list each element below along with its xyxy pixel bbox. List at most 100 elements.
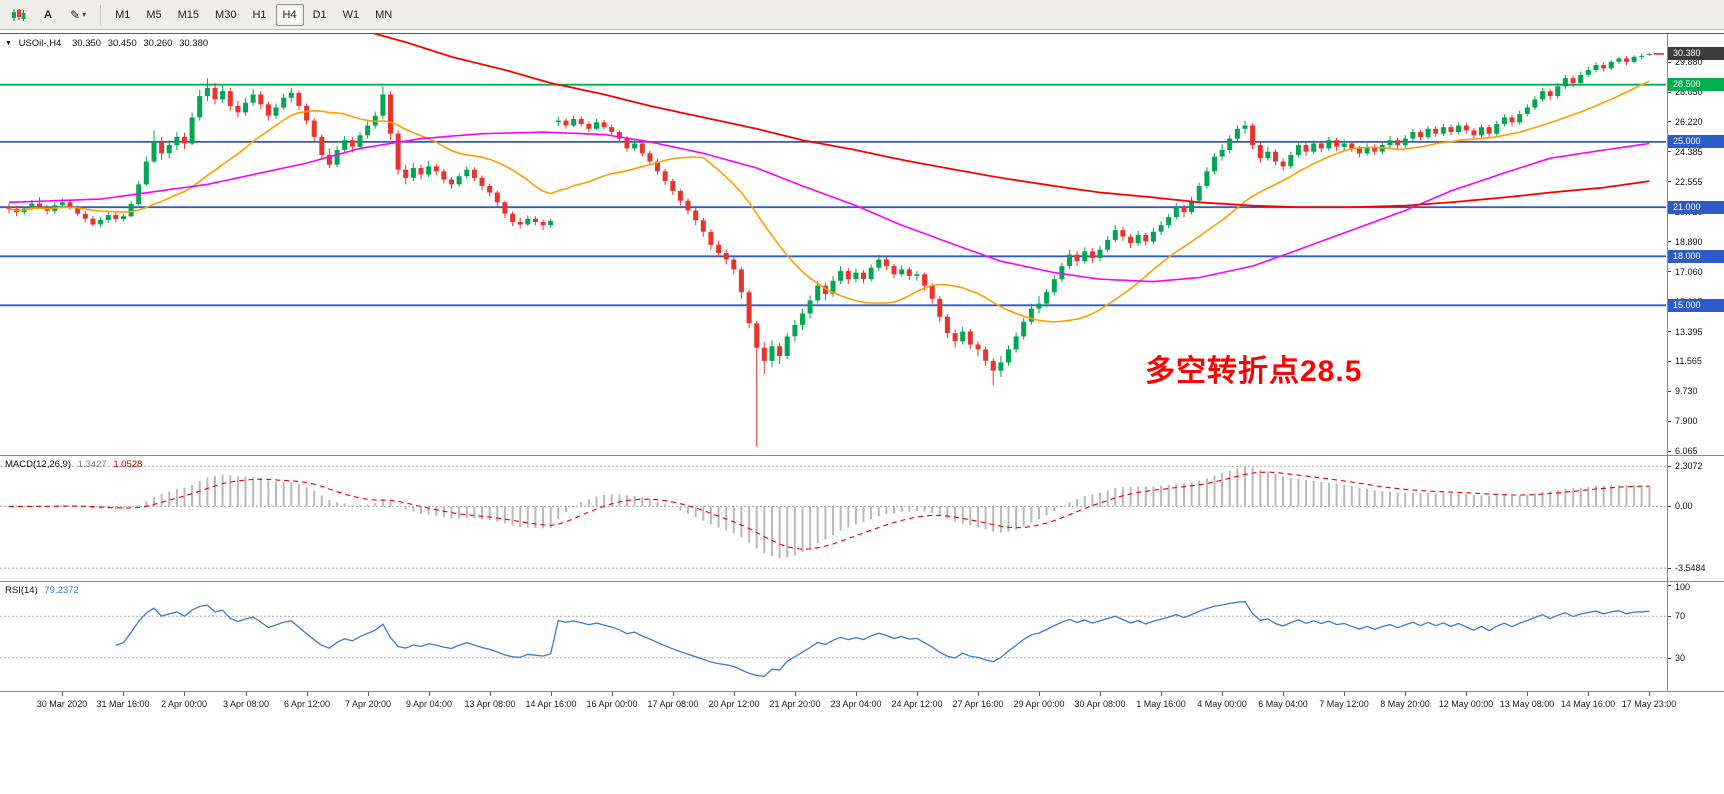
rsi-tick [1668,585,1671,586]
price-axis[interactable]: 29.88028.05026.22024.38522.55520.72018.8… [1667,34,1724,457]
chart-dropdown-icon[interactable]: ▼ [5,40,12,47]
rsi-axis: 100 70 30 [1667,582,1724,691]
timeframe-mn-button[interactable]: MN [375,8,393,21]
price-tick [1668,241,1671,243]
price-tick [1668,91,1671,93]
time-label: 27 Apr 16:00 [952,699,1004,709]
macd-axis-label: -3.5484 [1675,563,1706,574]
level-price-label: 21.000 [1668,200,1724,214]
timeframe-m5-button[interactable]: M5 [146,8,162,21]
time-axis[interactable]: 30 Mar 2020 31 Mar 16:00 2 Apr 00:00 3 Apr … [0,692,1724,716]
rsi-label: RSI(14) [5,585,38,596]
price-tick [1668,420,1671,422]
time-label: 16 Apr 00:00 [586,699,638,709]
caret-down-icon: ▾ [82,10,87,19]
time-tick [1161,692,1162,696]
macd-tick [1668,506,1671,508]
price-tick-label: 9.730 [1675,386,1698,397]
time-label: 21 Apr 20:00 [769,699,821,709]
macd-axis: 2.3072 0.00 -3.5484 [1667,456,1724,581]
timeframe-h1-button[interactable]: H1 [252,8,267,21]
timeframe-m1-button[interactable]: M1 [115,8,131,21]
text-label-button[interactable]: A [35,4,61,26]
price-tick-label: 6.065 [1675,446,1698,457]
price-chart-canvas[interactable] [0,34,1666,456]
time-tick [1100,692,1101,696]
time-tick [429,692,430,696]
timeframe-d1-button[interactable]: D1 [312,8,327,21]
macd-value: 1.3427 [77,459,107,470]
time-tick [1588,692,1589,696]
time-tick [1283,692,1284,696]
macd-canvas[interactable] [0,456,1666,582]
macd-title: MACD(12,26,9) 1.3427 1.0528 [5,459,146,470]
time-tick [856,692,857,696]
price-tick [1668,61,1671,63]
time-label: 7 Apr 20:00 [344,699,392,709]
price-tick [1668,331,1671,333]
time-tick [1405,692,1406,696]
time-tick [1527,692,1528,696]
time-label: 6 May 04:00 [1258,699,1308,709]
time-label: 29 Apr 00:00 [1013,699,1065,709]
price-tick-label: 13.395 [1675,326,1703,337]
rsi-axis-label: 70 [1675,611,1686,622]
chart-window: ▼ USOil-,H4 30.350 30.450 30.260 30.380 … [0,33,1724,716]
draw-tools-button[interactable]: ✎ ▾ [63,4,93,26]
price-tick [1668,450,1671,452]
chart-annotation[interactable]: 多空转折点28.5 [1145,355,1363,388]
level-price-label: 28.500 [1668,78,1724,92]
time-tick [62,692,63,696]
time-label: 30 Apr 08:00 [1074,699,1126,709]
chart-title: ▼ USOil-,H4 30.350 30.450 30.260 30.380 [5,38,212,49]
price-tick-label: 22.555 [1675,176,1703,187]
time-label: 8 May 20:00 [1380,699,1430,709]
price-tick-label: 11.565 [1675,356,1702,367]
chart-type-button[interactable] [4,4,33,26]
time-tick [1466,692,1467,696]
ohlc-low: 30.260 [143,38,173,49]
time-tick [978,692,979,696]
rsi-axis-label: 30 [1675,652,1686,663]
time-tick [368,692,369,696]
price-tick-label: 26.220 [1675,116,1703,127]
timeframe-h4-button[interactable]: H4 [275,3,304,26]
price-chart-pane: ▼ USOil-,H4 30.350 30.450 30.260 30.380 … [0,34,1724,456]
time-label: 9 Apr 04:00 [405,699,453,709]
time-tick [1222,692,1223,696]
macd-tick [1668,568,1671,570]
time-tick [307,692,308,696]
price-tick-label: 17.060 [1675,266,1703,277]
chart-symbol-timeframe: USOil-,H4 [18,38,62,49]
time-label: 1 May 16:00 [1136,699,1186,709]
ohlc-high: 30.450 [107,38,137,49]
time-label: 17 Apr 08:00 [647,699,699,709]
rsi-canvas[interactable] [0,582,1666,692]
level-price-label: 25.000 [1668,135,1724,149]
ohlc-close: 30.380 [179,38,209,49]
price-tick-label: 28.050 [1675,87,1703,98]
price-tick [1668,151,1671,153]
time-tick [246,692,247,696]
timeframe-m30-button[interactable]: M30 [215,8,237,21]
macd-pane: MACD(12,26,9) 1.3427 1.0528 2.3072 0.00 -3… [0,456,1724,582]
rsi-tick [1668,616,1671,618]
macd-axis-label: 0.00 [1675,501,1693,512]
time-tick [184,692,185,696]
time-label: 24 Apr 12:00 [891,699,943,709]
toolbar-separator [100,4,102,25]
time-label: 12 May 00:00 [1438,699,1494,709]
price-tick-label: 24.385 [1675,146,1703,157]
time-tick [612,692,613,696]
time-label: 14 Apr 16:00 [525,699,577,709]
timeframe-w1-button[interactable]: W1 [342,8,360,21]
ohlc-open: 30.350 [71,38,102,49]
time-label: 6 Apr 12:00 [283,699,331,709]
macd-label: MACD(12,26,9) [5,459,71,470]
time-tick [123,692,124,696]
time-label: 2 Apr 00:00 [160,699,208,709]
time-tick [917,692,918,696]
timeframe-m15-button[interactable]: M15 [177,8,200,21]
rsi-pane: RSI(14) 79.2372 100 70 30 [0,582,1724,692]
text-tool-label: A [44,8,52,21]
